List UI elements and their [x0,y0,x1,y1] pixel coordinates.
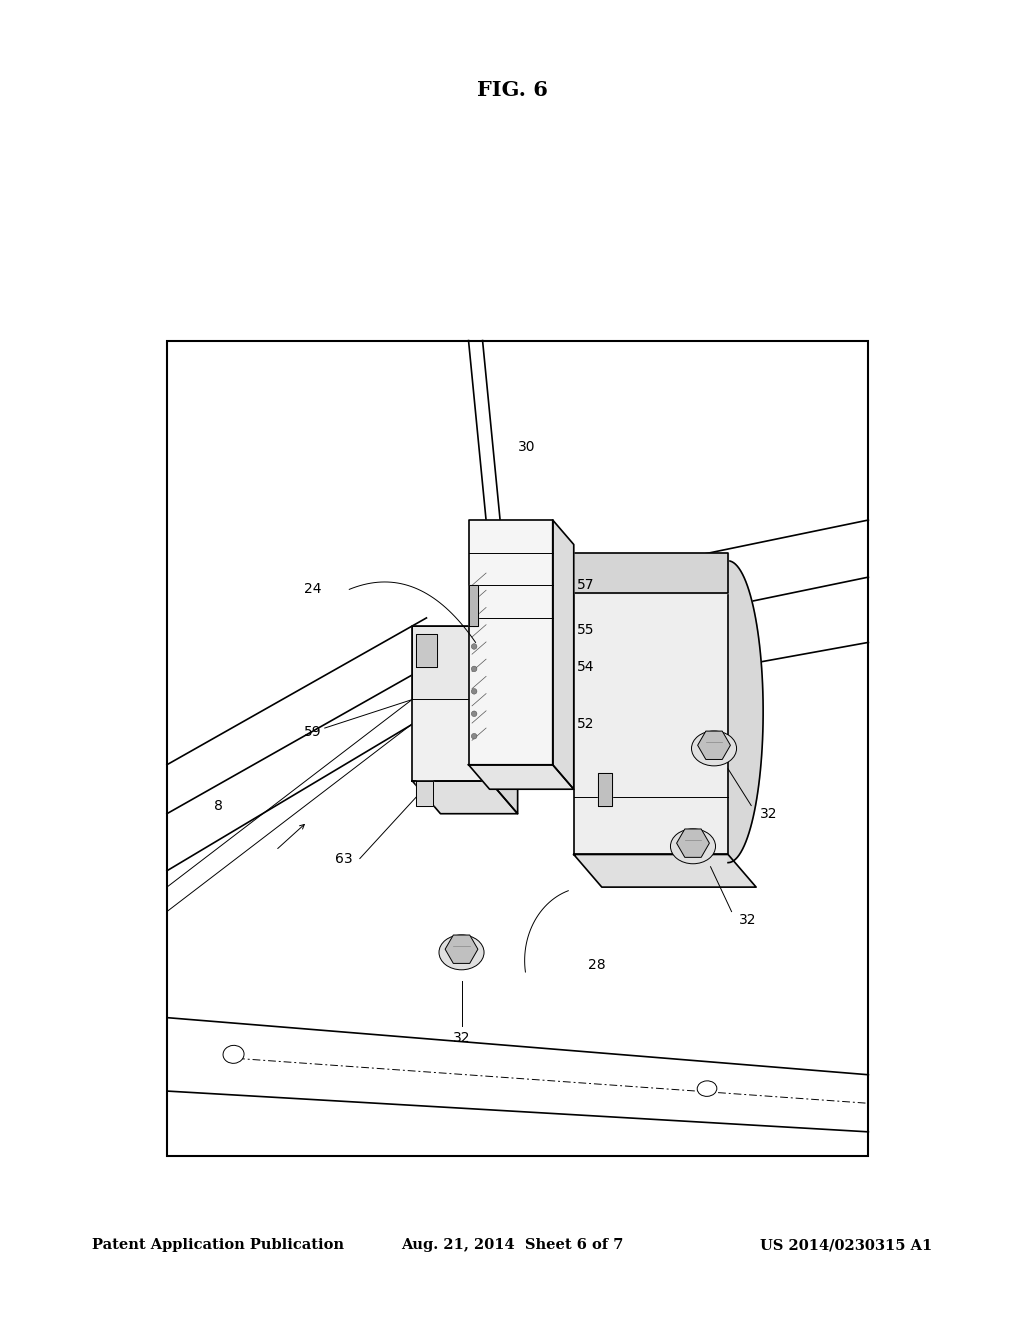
Polygon shape [413,626,489,781]
Text: Patent Application Publication: Patent Application Publication [92,1238,344,1253]
Circle shape [471,689,477,694]
Text: 55: 55 [578,623,595,638]
Text: 59: 59 [303,725,322,739]
Polygon shape [598,774,612,805]
Polygon shape [573,569,728,854]
Polygon shape [413,781,517,813]
Circle shape [471,667,477,672]
Ellipse shape [439,935,484,970]
Circle shape [471,711,477,717]
Ellipse shape [671,829,716,863]
Text: FIG. 6: FIG. 6 [476,79,548,100]
Text: 32: 32 [453,1031,470,1045]
Polygon shape [416,634,437,667]
Text: 30: 30 [517,440,536,454]
Text: 32: 32 [738,912,756,927]
Polygon shape [573,854,756,887]
Ellipse shape [697,1081,717,1097]
Text: 24: 24 [304,582,322,597]
Polygon shape [413,626,489,700]
Text: 8: 8 [214,799,223,813]
Text: 63: 63 [335,851,353,866]
Text: Aug. 21, 2014  Sheet 6 of 7: Aug. 21, 2014 Sheet 6 of 7 [400,1238,624,1253]
Text: 52: 52 [578,717,595,731]
Polygon shape [489,626,517,813]
Polygon shape [469,585,477,626]
Polygon shape [469,520,553,764]
Text: 57: 57 [578,578,595,593]
Ellipse shape [691,731,736,766]
Text: 54: 54 [578,660,595,675]
Text: 28: 28 [588,957,605,972]
Polygon shape [553,520,573,789]
Polygon shape [728,561,763,863]
Ellipse shape [223,1045,244,1064]
Text: 32: 32 [760,807,777,821]
Polygon shape [553,553,728,594]
Text: US 2014/0230315 A1: US 2014/0230315 A1 [760,1238,932,1253]
Bar [167,341,868,1156]
Circle shape [471,622,477,627]
Circle shape [471,599,477,605]
Polygon shape [416,781,433,805]
Circle shape [471,644,477,649]
Polygon shape [469,764,573,789]
Circle shape [471,734,477,739]
